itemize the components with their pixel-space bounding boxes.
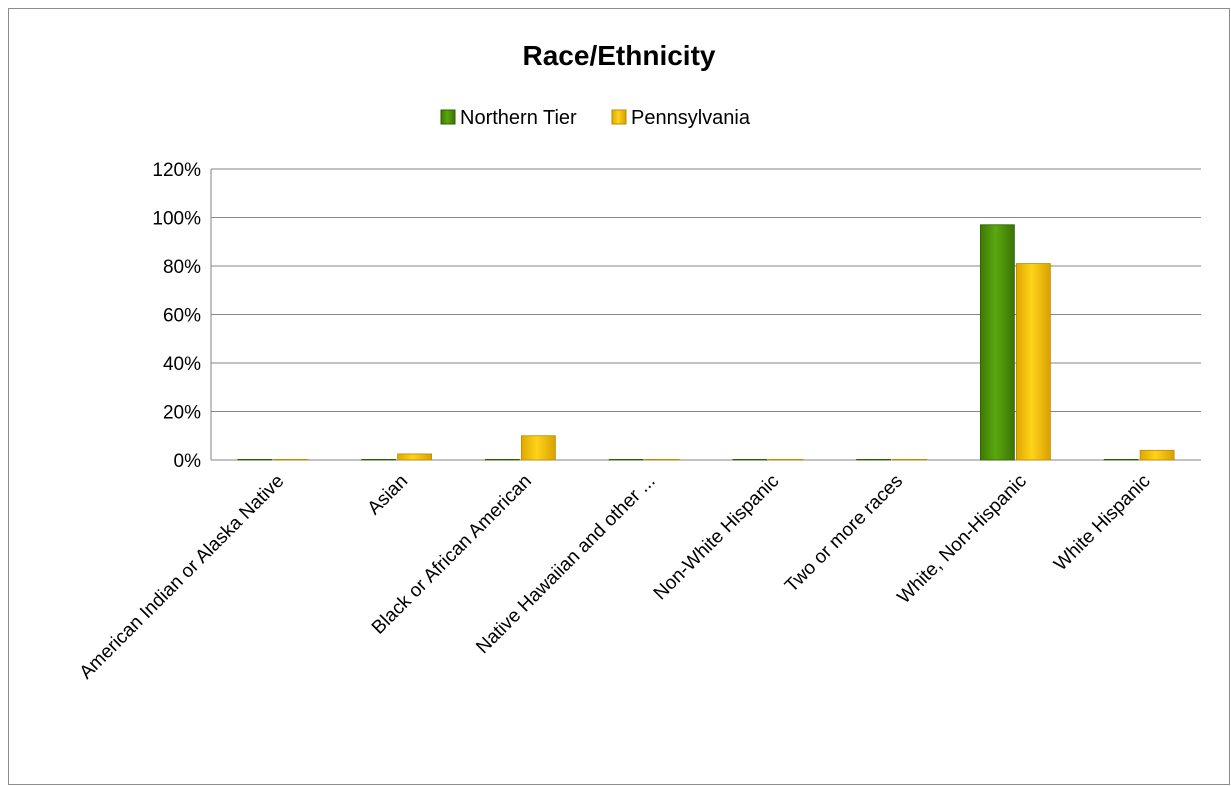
y-axis-ticks: 0% 20% 40% 60% 80% 100% 120% (152, 160, 201, 472)
bar-northern-tier (608, 458, 644, 461)
bar-pennsylvania (397, 453, 433, 461)
bar-northern-tier (361, 458, 397, 461)
bar-northern-tier (732, 458, 768, 461)
x-category-label: American Indian or Alaska Native (76, 471, 289, 684)
bar-chart: Race/Ethnicity Northern Tier Pennsylvani… (76, 40, 1201, 684)
bar-pennsylvania (1015, 263, 1051, 461)
y-tick-label: 0% (174, 451, 202, 472)
bar-pennsylvania (892, 458, 928, 461)
bar-northern-tier (979, 224, 1015, 461)
x-category-label: Asian (364, 471, 412, 519)
y-tick-label: 120% (152, 160, 201, 181)
legend-label-pennsylvania: Pennsylvania (631, 107, 751, 129)
bar-pennsylvania (768, 458, 804, 461)
chart-frame: Race/Ethnicity Northern Tier Pennsylvani… (8, 8, 1230, 785)
chart-title: Race/Ethnicity (523, 40, 716, 71)
x-category-label: Two or more races (781, 471, 907, 597)
bar-pennsylvania (273, 458, 309, 461)
bars (237, 224, 1175, 461)
bar-pennsylvania (520, 435, 556, 461)
x-category-label: White, Non-Hispanic (894, 471, 1031, 608)
y-tick-label: 80% (163, 257, 201, 278)
bar-pennsylvania (644, 458, 680, 461)
x-category-label: White Hispanic (1050, 471, 1154, 575)
legend-swatch-pennsylvania (611, 109, 627, 125)
bar-northern-tier (237, 458, 273, 461)
legend: Northern Tier Pennsylvania (440, 107, 751, 129)
bar-pennsylvania (1139, 449, 1175, 461)
bar-northern-tier (856, 458, 892, 461)
legend-label-northern-tier: Northern Tier (460, 107, 577, 129)
bar-northern-tier (484, 458, 520, 461)
legend-swatch-northern-tier (440, 109, 456, 125)
y-tick-label: 40% (163, 354, 201, 375)
gridlines (211, 168, 1201, 412)
x-category-label: Non-White Hispanic (650, 471, 784, 605)
y-tick-label: 20% (163, 403, 201, 424)
x-axis-category-labels: American Indian or Alaska Native AsianBla… (76, 471, 1155, 684)
bar-northern-tier (1103, 458, 1139, 461)
y-tick-label: 100% (152, 209, 201, 230)
y-tick-label: 60% (163, 306, 201, 327)
